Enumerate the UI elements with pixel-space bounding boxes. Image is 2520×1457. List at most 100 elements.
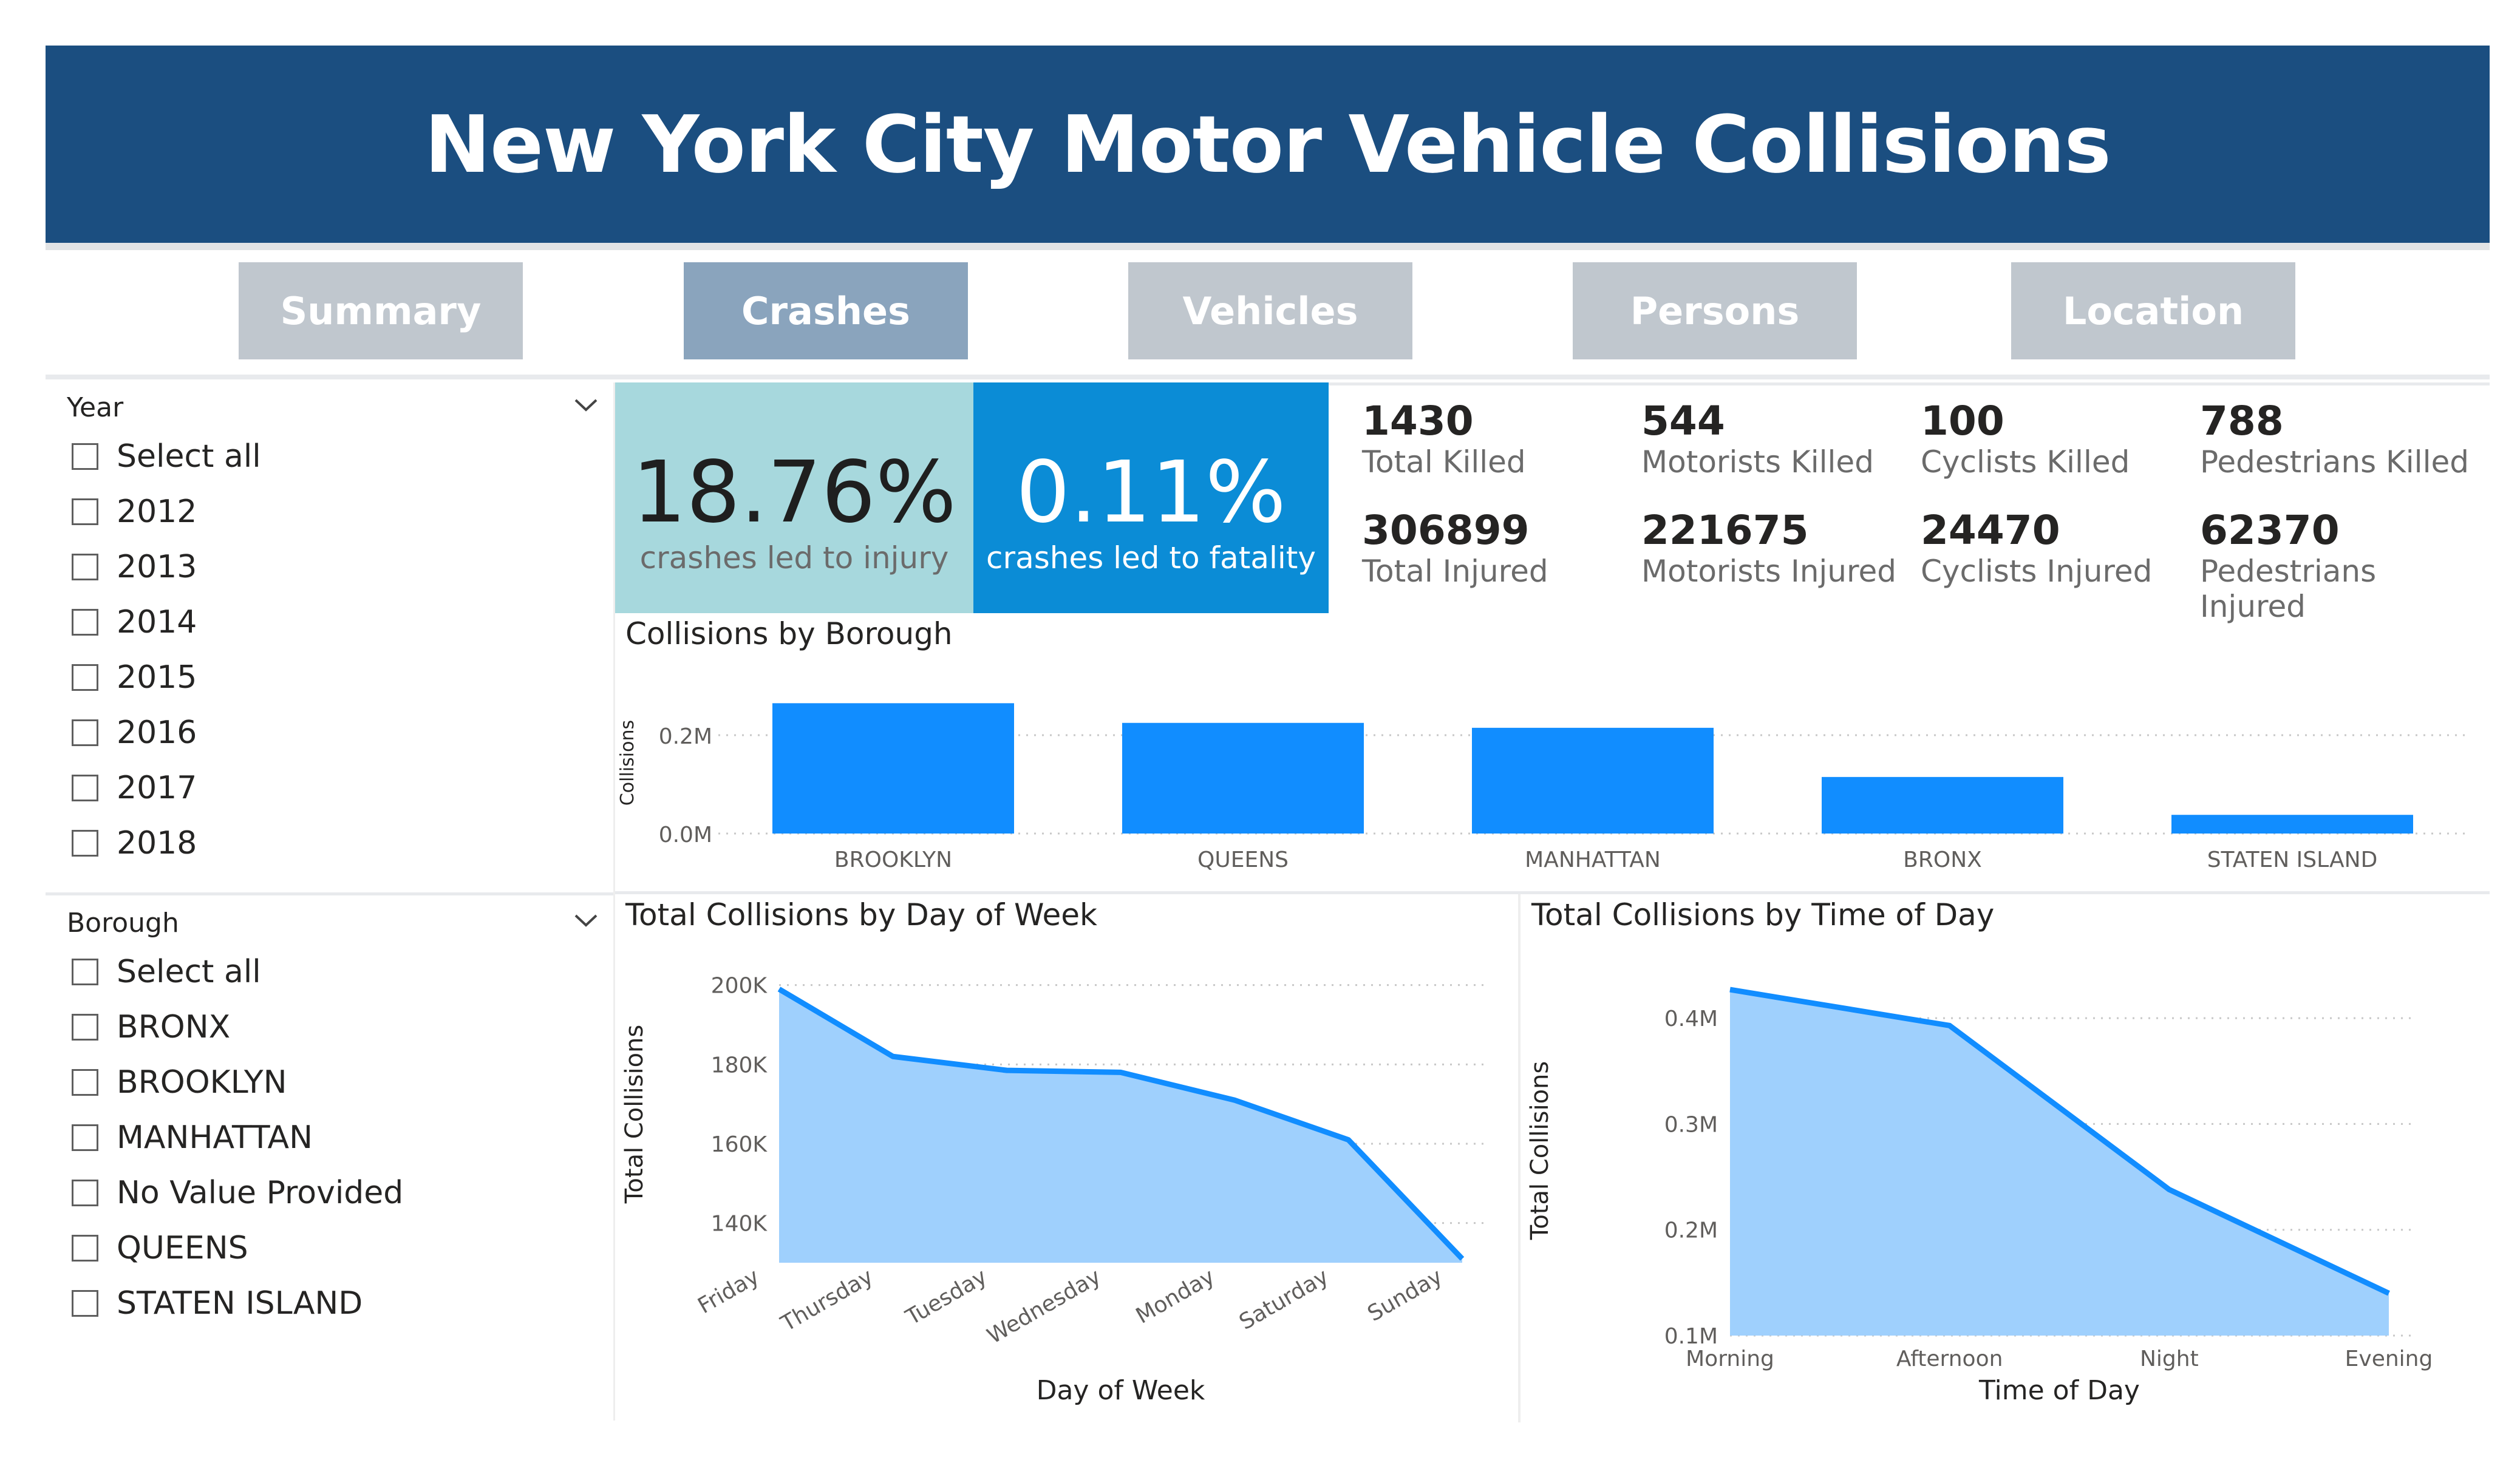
checkbox[interactable] — [72, 719, 98, 746]
borough-slicer-title: Borough — [67, 907, 179, 939]
checkbox[interactable] — [72, 443, 98, 470]
tab-crashes[interactable]: Crashes — [684, 262, 968, 359]
checkbox[interactable] — [72, 1234, 98, 1262]
x-tick-label: Sunday — [1363, 1264, 1446, 1326]
y-axis-label: Total Collisions — [621, 1025, 649, 1204]
borough-option-no-value[interactable]: No Value Provided — [67, 1165, 601, 1220]
y-tick-label: 0.4M — [1664, 1007, 1718, 1031]
option-label: BRONX — [117, 1008, 231, 1045]
x-tick-label: Morning — [1686, 1347, 1774, 1371]
tab-persons[interactable]: Persons — [1573, 262, 1857, 359]
bar — [2171, 815, 2413, 834]
borough-option-bronx[interactable]: BRONX — [67, 999, 601, 1055]
x-axis-label: Time of Day — [1978, 1375, 2140, 1406]
tab-vehicles[interactable]: Vehicles — [1128, 262, 1412, 359]
year-option-2015[interactable]: 2015 — [67, 650, 601, 705]
year-option-2017[interactable]: 2017 — [67, 760, 601, 815]
option-label: No Value Provided — [117, 1174, 404, 1211]
fatality-rate-label: crashes led to fatality — [986, 540, 1316, 576]
tab-location[interactable]: Location — [2011, 262, 2295, 359]
checkbox[interactable] — [72, 1013, 98, 1041]
x-tick-label: BRONX — [1903, 847, 1982, 872]
charts-divider — [615, 891, 2490, 894]
year-option-2013[interactable]: 2013 — [67, 539, 601, 594]
checkbox[interactable] — [72, 829, 98, 857]
option-label: STATEN ISLAND — [117, 1285, 363, 1322]
x-axis-label: Day of Week — [1037, 1375, 1205, 1406]
option-label: Select all — [117, 438, 261, 475]
checkbox[interactable] — [72, 553, 98, 580]
day-of-week-area-chart: 140K 160K 180K 200K Friday Thursday TuesdayWed… — [621, 974, 1486, 1406]
left-panel-divider — [613, 382, 615, 1421]
x-tick-label: QUEENS — [1197, 847, 1289, 872]
borough-option-staten-island[interactable]: STATEN ISLAND — [67, 1275, 601, 1331]
borough-option-manhattan[interactable]: MANHATTAN — [67, 1110, 601, 1165]
option-label: 2014 — [117, 603, 197, 640]
stat-total-killed: 1430 Total Killed — [1362, 398, 1526, 480]
option-label: 2018 — [117, 824, 197, 861]
x-tick-label: Evening — [2345, 1347, 2433, 1371]
y-tick-label: 0.1M — [1664, 1324, 1718, 1349]
year-option-2014[interactable]: 2014 — [67, 594, 601, 650]
checkbox[interactable] — [72, 498, 98, 525]
stat-label: Motorists Killed — [1641, 444, 1874, 480]
stat-value: 24470 — [1921, 507, 2060, 554]
header-divider — [46, 243, 2490, 250]
injury-rate-label: crashes led to injury — [639, 540, 949, 576]
bar — [772, 703, 1014, 834]
option-label: 2017 — [117, 769, 197, 806]
slicer-divider — [46, 892, 613, 895]
checkbox[interactable] — [72, 774, 98, 801]
checkbox[interactable] — [72, 1124, 98, 1151]
x-tick-label: BROOKLYN — [834, 847, 952, 872]
series-area — [1730, 990, 2389, 1336]
stat-value: 62370 — [2200, 507, 2340, 554]
bar — [1822, 776, 2063, 834]
checkbox[interactable] — [72, 1289, 98, 1317]
checkbox[interactable] — [72, 958, 98, 985]
fatality-rate-value: 0.11% — [1016, 443, 1286, 542]
y-tick-label: 160K — [711, 1132, 768, 1157]
stat-cyclists-killed: 100 Cyclists Killed — [1921, 398, 2130, 480]
year-option-select-all[interactable]: Select all — [67, 429, 601, 484]
year-option-2016[interactable]: 2016 — [67, 705, 601, 760]
kpi-stats-panel: 1430 Total Killed 544 Motorists Killed 1… — [1329, 382, 2490, 624]
stat-motorists-injured: 221675 Motorists Injured — [1641, 507, 1896, 589]
injury-rate-card: 18.76% crashes led to injury — [615, 382, 973, 613]
checkbox[interactable] — [72, 608, 98, 636]
option-label: 2016 — [117, 714, 197, 751]
time-of-day-area-chart: 0.1M 0.2M 0.3M 0.4M Morning Afternoon Night Eve… — [1526, 987, 2433, 1406]
year-option-2012[interactable]: 2012 — [67, 484, 601, 539]
borough-option-queens[interactable]: QUEENS — [67, 1220, 601, 1275]
tab-summary[interactable]: Summary — [239, 262, 523, 359]
tabs-divider — [46, 375, 2490, 379]
stat-label: Pedestrians Killed — [2200, 444, 2469, 480]
year-option-2018[interactable]: 2018 — [67, 815, 601, 871]
year-slicer-header: Year — [67, 386, 601, 429]
borough-option-brooklyn[interactable]: BROOKLYN — [67, 1055, 601, 1110]
stat-value: 221675 — [1641, 507, 1809, 554]
series-line — [1729, 987, 2390, 1296]
year-slicer: Year Select all 2012 2013 2014 2015 2016… — [67, 386, 601, 871]
stat-cyclists-injured: 24470 Cyclists Injured — [1921, 507, 2152, 589]
borough-option-select-all[interactable]: Select all — [67, 944, 601, 999]
borough-chart-title: Collisions by Borough — [625, 616, 953, 651]
stat-label: Motorists Injured — [1641, 554, 1896, 589]
y-tick-label: 0.0M — [659, 823, 712, 847]
stat-label: Total Killed — [1362, 444, 1526, 480]
checkbox[interactable] — [72, 664, 98, 691]
chevron-down-icon[interactable] — [571, 905, 601, 936]
borough-slicer-header: Borough — [67, 902, 601, 944]
x-tick-label: Tuesday — [901, 1264, 991, 1330]
stat-value: 100 — [1921, 398, 2004, 444]
chevron-down-icon[interactable] — [571, 390, 601, 420]
x-tick-label: Night — [2140, 1347, 2199, 1371]
y-axis-label: Total Collisions — [1526, 1061, 1554, 1241]
checkbox[interactable] — [72, 1068, 98, 1096]
year-slicer-title: Year — [67, 392, 124, 423]
x-tick-label: Monday — [1132, 1264, 1219, 1329]
y-axis-label: Collisions — [617, 720, 638, 806]
checkbox[interactable] — [72, 1179, 98, 1206]
x-tick-label: Afternoon — [1896, 1347, 2003, 1371]
stat-pedestrians-injured: 62370 Pedestrians Injured — [2200, 507, 2490, 624]
